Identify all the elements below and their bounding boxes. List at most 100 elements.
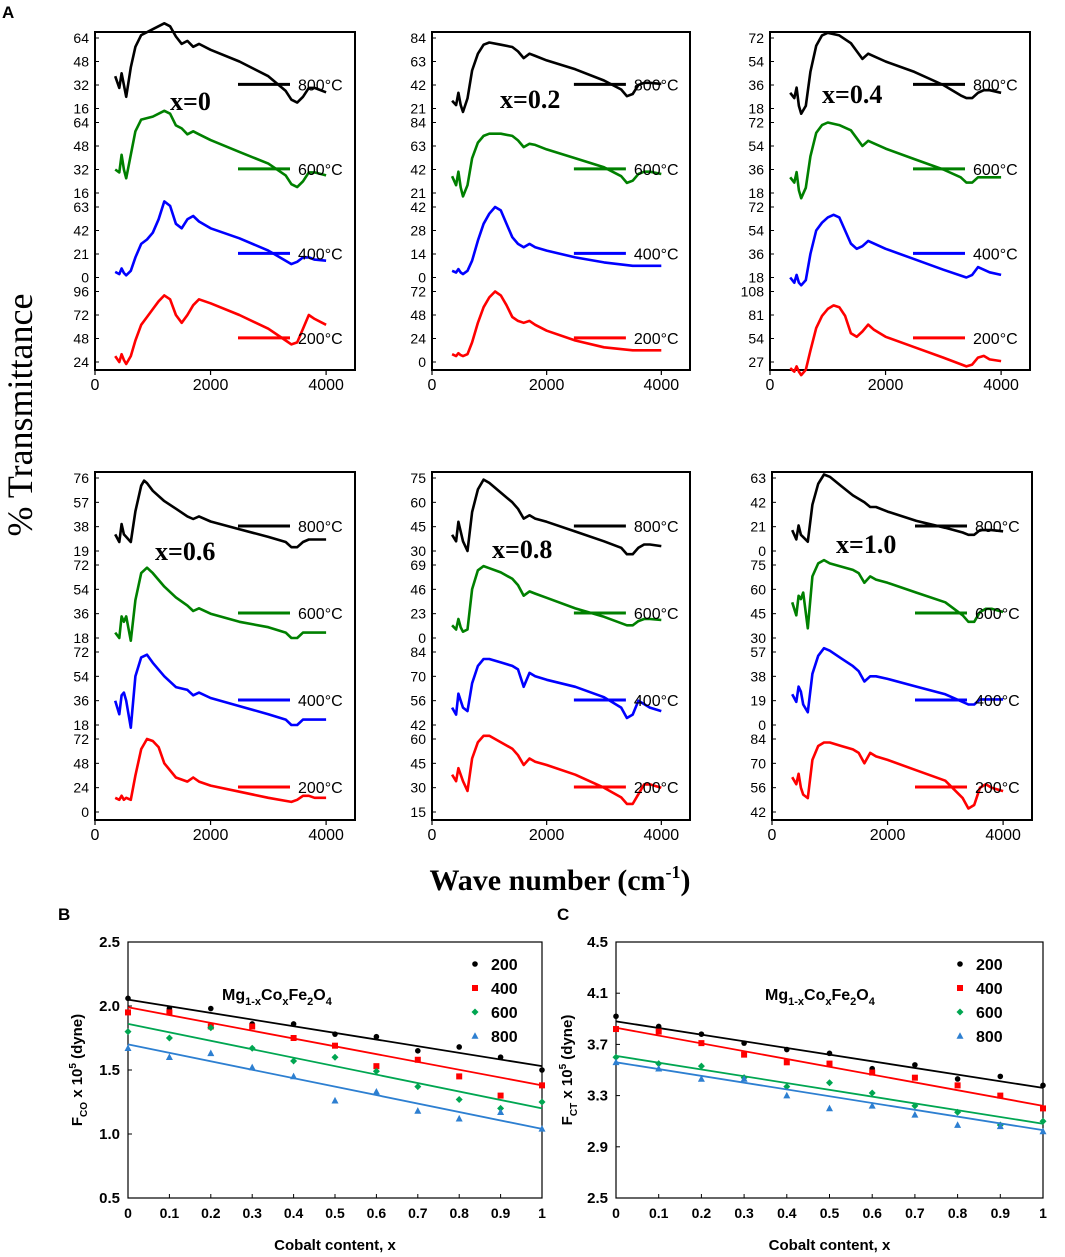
spectrum-line-600 — [114, 109, 327, 189]
y-tick-label: 54 — [748, 331, 764, 347]
force-constant-chart-b: 0 0.1 0.2 0.3 0.4 0.5 0.6 0.7 0.8 0.9 1 0.5 1.0 1.5 2.… — [68, 934, 546, 1254]
data-point-400 — [497, 1092, 504, 1099]
panel-label-a: A — [2, 3, 14, 22]
data-point-400 — [1040, 1105, 1046, 1112]
data-point-600 — [954, 1108, 962, 1116]
x-tick-label: 0.1 — [649, 1205, 669, 1221]
spectrum-line-800 — [791, 473, 1004, 543]
y-axis-label-part: 5 — [68, 1063, 79, 1069]
spectrum-line-400 — [450, 657, 662, 720]
composition-label: x=0.8 — [492, 535, 552, 564]
legend-label-800: 800°C — [975, 519, 1020, 536]
plot-frame — [431, 31, 691, 371]
data-point-600 — [1039, 1117, 1047, 1125]
y-tick-label: 0 — [81, 270, 89, 286]
x-tick-label: 0 — [91, 827, 100, 844]
data-point-200 — [698, 1031, 705, 1037]
y-tick-label: 57 — [73, 494, 89, 510]
data-point-800 — [331, 1096, 339, 1104]
legend-marker-800 — [471, 1032, 479, 1039]
fit-line-600 — [127, 1023, 543, 1110]
y-axis-label-transmittance: % Transmittance — [0, 294, 40, 537]
y-tick-label: 75 — [410, 470, 426, 486]
y-tick-label: 2.0 — [99, 998, 120, 1015]
ftir-plot-5: 0 2000 4000 x=0.8 75 60 45 30 800°C 69 46 23 0 600°C 8… — [410, 470, 691, 844]
data-point-600 — [697, 1062, 705, 1070]
y-tick-label: 60 — [410, 494, 426, 510]
composition-label: x=0.6 — [155, 537, 215, 566]
data-point-800 — [911, 1111, 919, 1118]
plot-frame — [94, 471, 356, 821]
formula-part: 1-x — [245, 996, 262, 1008]
y-axis-label-part: x 10 — [559, 1069, 576, 1102]
y-tick-label: 70 — [750, 755, 766, 771]
spectrum-line-200 — [451, 290, 662, 358]
spectrum-line-200 — [114, 737, 327, 804]
x-tick-label: 0.3 — [242, 1205, 262, 1221]
y-axis-label-part: x 10 — [69, 1069, 86, 1102]
y-tick-label: 54 — [748, 223, 764, 239]
spectrum-line-800 — [451, 41, 662, 114]
data-point-400 — [698, 1040, 705, 1047]
y-tick-label: 54 — [73, 668, 89, 684]
x-tick-label: 0.6 — [862, 1205, 882, 1221]
legend-label-400: 400 — [976, 981, 1003, 998]
y-tick-label: 84 — [410, 644, 426, 660]
y-tick-label: 42 — [750, 494, 766, 510]
spectrum-line-400 — [791, 646, 1004, 714]
formula-part: Mg — [222, 987, 245, 1004]
x-tick-label: 4000 — [308, 377, 344, 394]
ftir-plot-2: 0 2000 4000x=0.284634221800°C84634221600°C… — [410, 30, 691, 394]
force-constant-chart-c: 0 0.1 0.2 0.3 0.4 0.5 0.6 0.7 0.8 0.9 1 2.5 2.9 3.3 3.… — [558, 934, 1047, 1254]
data-point-800 — [538, 1125, 546, 1132]
formula-part: Fe — [831, 987, 850, 1004]
data-point-800 — [124, 1044, 132, 1052]
x-tick-label: 1 — [1039, 1205, 1047, 1221]
y-tick-label: 1.5 — [99, 1062, 120, 1079]
data-point-200 — [497, 1054, 504, 1060]
y-tick-label: 84 — [410, 115, 426, 131]
spectrum-line-600 — [450, 132, 662, 198]
composition-label: x=1.0 — [836, 530, 896, 559]
spectrum-line-600 — [114, 566, 327, 642]
data-point-400 — [826, 1060, 833, 1067]
legend-label-200: 200 — [976, 957, 1003, 974]
y-tick-label: 48 — [73, 755, 89, 771]
y-tick-label: 108 — [741, 284, 765, 300]
y-tick-label: 3.3 — [587, 1088, 608, 1105]
y-tick-label: 0 — [418, 354, 426, 370]
y-tick-label: 2.5 — [587, 1190, 608, 1207]
y-tick-label: 15 — [410, 804, 426, 820]
composition-label: x=0 — [170, 87, 211, 116]
legend-label-600: 600°C — [973, 162, 1018, 179]
spectrum-line-600 — [790, 558, 1004, 630]
panel-label-b: B — [58, 905, 70, 924]
legend-label-800: 800°C — [298, 519, 343, 536]
plot-frame — [771, 471, 1033, 821]
data-point-800 — [1039, 1127, 1047, 1135]
legend-label-600: 600°C — [634, 162, 679, 179]
composition-label: x=0.2 — [500, 85, 560, 114]
y-tick-label: 54 — [748, 138, 764, 154]
data-point-200 — [373, 1033, 380, 1040]
data-point-400 — [954, 1082, 961, 1089]
data-point-800 — [954, 1121, 962, 1128]
formula-part: Fe — [288, 987, 307, 1004]
data-point-200 — [208, 1005, 214, 1012]
legend-label-800: 800 — [976, 1029, 1003, 1046]
legend-label-400: 400 — [491, 981, 518, 998]
spectrum-line-200 — [789, 304, 1002, 377]
y-tick-label: 54 — [748, 54, 764, 70]
legend-label-400: 400°C — [973, 246, 1018, 263]
y-axis-label-part: F — [69, 1117, 86, 1126]
y-tick-label: 16 — [73, 101, 89, 117]
y-tick-label: 19 — [750, 693, 766, 709]
y-tick-label: 32 — [73, 162, 89, 178]
y-tick-label: 4.5 — [587, 934, 608, 951]
legend-marker-600 — [471, 1008, 479, 1016]
data-point-400 — [290, 1035, 297, 1041]
y-tick-label: 36 — [748, 162, 764, 178]
spectrum-line-800 — [113, 22, 327, 104]
y-tick-label: 38 — [750, 668, 766, 684]
data-point-800 — [497, 1108, 505, 1116]
